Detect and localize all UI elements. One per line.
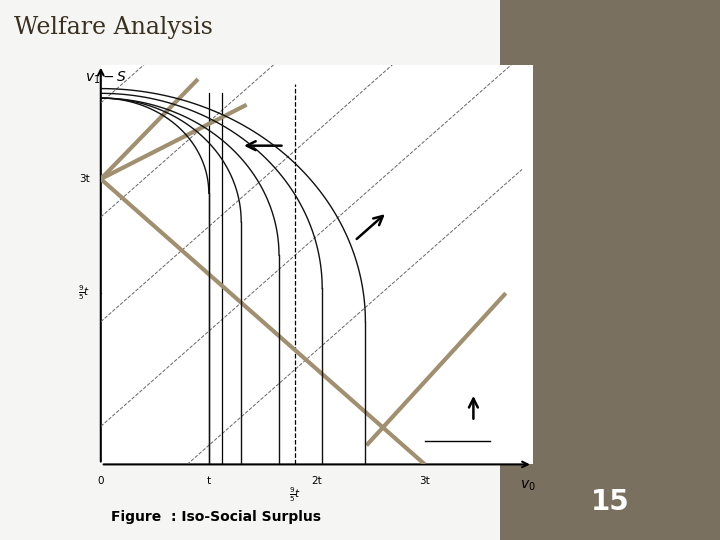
Text: 2t: 2t: [312, 476, 322, 486]
Text: 0: 0: [97, 476, 104, 486]
Text: $\frac{9}{5}t$: $\frac{9}{5}t$: [78, 284, 90, 302]
Text: t: t: [207, 476, 211, 486]
Text: $v_0$: $v_0$: [520, 478, 535, 493]
Text: 3t: 3t: [79, 174, 90, 184]
Text: Welfare Analysis: Welfare Analysis: [14, 16, 213, 39]
Text: 15: 15: [591, 488, 629, 516]
Text: $\frac{9}{5}t$: $\frac{9}{5}t$: [289, 485, 302, 504]
Text: Figure  : Iso-Social Surplus: Figure : Iso-Social Surplus: [111, 510, 321, 524]
Text: 3t: 3t: [420, 476, 430, 486]
Text: $v_1 - S$: $v_1 - S$: [85, 70, 127, 86]
